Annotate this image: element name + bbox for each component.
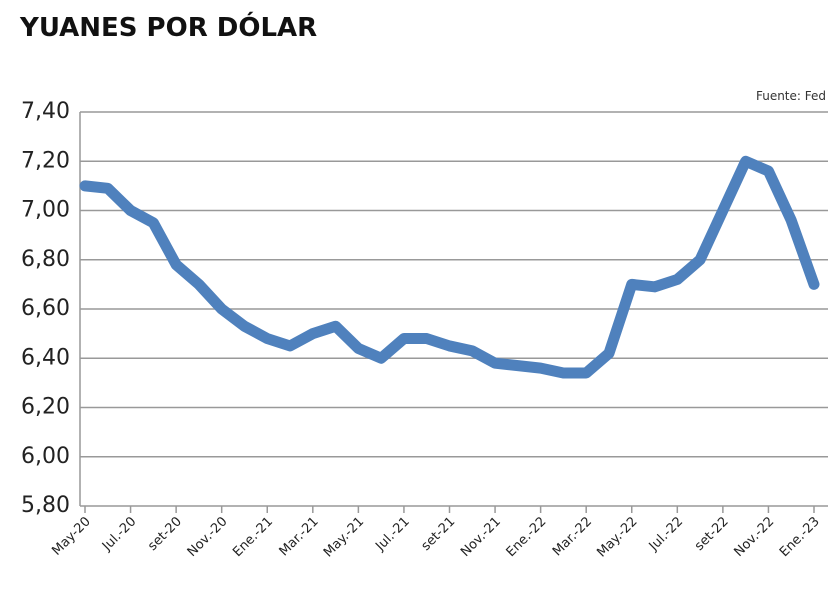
chart-title: YUANES POR DÓLAR: [19, 11, 317, 43]
x-tick-label: Nov.-20: [185, 514, 231, 560]
y-tick-label: 6,80: [21, 247, 70, 272]
y-tick-label: 7,00: [21, 198, 70, 223]
y-tick-label: 6,40: [21, 345, 70, 370]
x-tick-label: Ene.-21: [230, 514, 276, 560]
x-tick-label: Jul.-21: [372, 514, 412, 554]
x-tick-label: Mar.-21: [277, 514, 322, 559]
data-line: [79, 155, 820, 379]
y-tick-label: 7,20: [21, 148, 70, 173]
x-tick-label: Ene.-23: [777, 514, 823, 560]
x-tick-label: May.-21: [321, 514, 367, 560]
y-tick-label: 7,40: [21, 99, 70, 124]
x-tick-label: set-22: [692, 514, 732, 554]
y-tick-label: 5,80: [21, 493, 70, 518]
y-tick-label: 6,60: [21, 296, 70, 321]
y-tick-label: 6,20: [21, 395, 70, 420]
x-tick-label: Mar.-22: [550, 514, 595, 559]
x-tick-label: Jul.-20: [99, 514, 139, 554]
source-note: Fuente: Fed: [756, 89, 826, 103]
x-tick-label: Nov.-22: [731, 514, 777, 560]
x-tick-label: set-21: [419, 514, 459, 554]
x-tick-label: May-20: [49, 514, 93, 558]
x-tick-label: Jul.-22: [646, 514, 686, 554]
x-tick-label: Ene.-22: [504, 514, 550, 560]
x-tick-label: set-20: [145, 514, 185, 554]
y-tick-label: 6,00: [21, 444, 70, 469]
x-tick-label: Nov.-21: [458, 514, 504, 560]
x-tick-label: May.-22: [594, 514, 640, 560]
